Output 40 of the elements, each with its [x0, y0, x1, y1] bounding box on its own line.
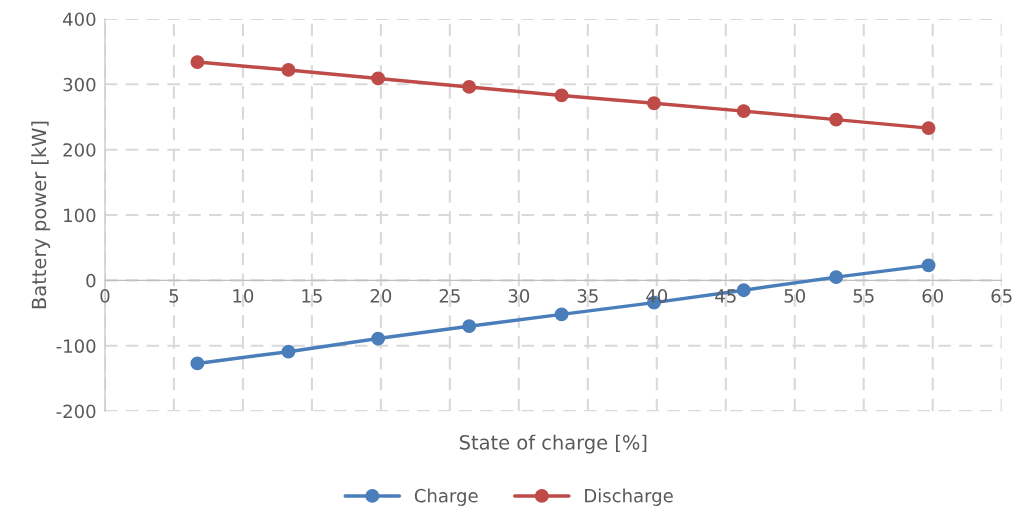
x-tick-label: 20	[370, 289, 392, 303]
x-tick-label: 65	[991, 289, 1012, 303]
point	[736, 283, 751, 298]
x-tick-label: 60	[922, 289, 943, 303]
point	[554, 307, 569, 322]
x-tick-label: 30	[508, 289, 530, 303]
point	[190, 356, 205, 371]
x-tick-label: 55	[853, 289, 874, 303]
y-tick-label: -200	[56, 404, 96, 419]
x-tick-label: 25	[439, 289, 460, 303]
y-tick-label: 200	[63, 143, 96, 157]
point	[462, 319, 477, 334]
point	[281, 344, 296, 359]
point	[829, 112, 844, 127]
x-tick-label: 5	[169, 289, 179, 303]
y-tick-label: -100	[56, 339, 96, 353]
y-tick-label: 100	[64, 208, 96, 223]
point	[829, 270, 844, 285]
point	[371, 331, 386, 346]
point	[371, 71, 386, 86]
point	[554, 88, 569, 103]
x-tick-label: 50	[784, 289, 806, 303]
x-tick-label: 10	[233, 289, 254, 303]
y-axis-title: Battery power [kW]	[31, 121, 51, 309]
legend-label: Discharge	[585, 488, 673, 506]
x-tick-label: 0	[100, 289, 110, 303]
point	[921, 121, 936, 136]
y-tick-label: 300	[63, 77, 96, 92]
point	[281, 62, 296, 77]
point	[462, 79, 477, 94]
x-tick-label: 15	[302, 289, 322, 303]
legend-label: Charge	[414, 488, 478, 506]
x-tick-label: 35	[577, 289, 598, 303]
point	[736, 104, 751, 119]
point	[921, 258, 936, 273]
point	[190, 55, 205, 70]
x-axis-title: State of charge [%]	[459, 434, 647, 454]
y-tick-label: 0	[86, 273, 96, 288]
point	[647, 96, 661, 111]
y-tick-label: 400	[63, 12, 96, 27]
